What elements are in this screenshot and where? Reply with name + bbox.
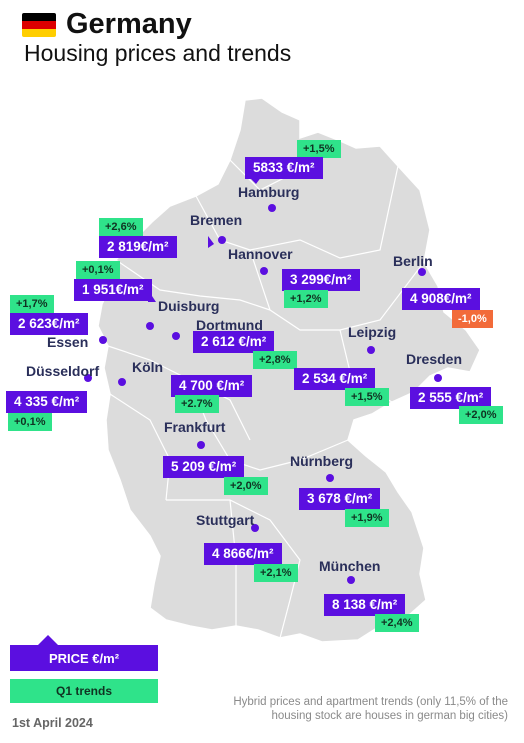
trend-frankfurt: +2,0% (224, 477, 268, 495)
footnote: Hybrid prices and apartment trends (only… (233, 696, 508, 722)
city-label-essen: Essen (47, 334, 89, 350)
date-label: 1st April 2024 (12, 716, 93, 730)
legend-price: PRICE €/m² (10, 635, 158, 671)
price-dusseldorf: 4 335 €/m² (6, 391, 88, 413)
price-dresden: 2 555 €/m² (410, 387, 492, 409)
price-koln: 4 700 €/m² (171, 375, 253, 397)
city-label-dresden: Dresden (406, 351, 463, 367)
trend-hannover: +1,2% (284, 290, 328, 308)
price-berlin: 4 908€/m² (402, 288, 480, 310)
city-dot-munchen (347, 576, 355, 584)
city-label-berlin: Berlin (393, 253, 433, 269)
price-bremen: 2 819€/m² (99, 236, 177, 258)
trend-stuttgart: +2,1% (254, 564, 298, 582)
price-leipzig: 2 534 €/m² (294, 368, 376, 390)
city-label-dortmund: Dortmund (196, 317, 263, 333)
trend-dortmund: +2,8% (253, 351, 297, 369)
trend-berlin: -1,0% (452, 310, 493, 328)
trend-dusseldorf: +0,1% (8, 413, 52, 431)
city-label-stuttgart: Stuttgart (196, 512, 255, 528)
price-frankfurt: 5 209 €/m² (163, 456, 245, 478)
price-nurnberg: 3 678 €/m² (299, 488, 381, 510)
city-dot-stuttgart (251, 524, 259, 532)
germany-flag-icon (22, 12, 56, 37)
trend-leipzig: +1,5% (345, 388, 389, 406)
trend-dresden: +2,0% (459, 406, 503, 424)
legend-trend: Q1 trends (10, 679, 158, 703)
city-dot-koln (118, 378, 126, 386)
city-label-dusseldorf: Düsseldorf (26, 363, 100, 379)
city-label-hamburg: Hamburg (238, 184, 300, 200)
city-label-leipzig: Leipzig (348, 324, 397, 340)
trend-koln: +2.7% (175, 395, 219, 413)
city-dot-hannover (260, 267, 268, 275)
price-dortmund: 2 612 €/m² (193, 331, 275, 353)
trend-nurnberg: +1,9% (345, 509, 389, 527)
title-row: Germany (22, 8, 192, 41)
city-dot-essen (99, 336, 107, 344)
trend-munchen: +2,4% (375, 614, 419, 632)
price-duisburg: 1 951€/m² (74, 279, 152, 301)
city-dot-duisburg (146, 322, 154, 330)
trend-essen: +1,7% (10, 295, 54, 313)
city-dot-leipzig (367, 346, 375, 354)
trend-duisburg: +0,1% (76, 261, 120, 279)
city-label-duisburg: Duisburg (158, 298, 220, 314)
city-dot-dusseldorf (84, 374, 92, 382)
trend-bremen: +2,6% (99, 218, 143, 236)
city-label-munchen: München (319, 558, 381, 574)
price-essen: 2 623€/m² (10, 313, 88, 335)
price-stuttgart: 4 866€/m² (204, 543, 282, 565)
city-label-koln: Köln (132, 359, 164, 375)
city-dot-berlin (418, 268, 426, 276)
city-dot-hamburg (268, 204, 276, 212)
city-label-bremen: Bremen (190, 212, 243, 228)
city-dot-frankfurt (197, 441, 205, 449)
city-label-frankfurt: Frankfurt (164, 419, 226, 435)
city-label-hannover: Hannover (228, 246, 293, 262)
city-dots (84, 204, 442, 584)
page-subtitle: Housing prices and trends (24, 40, 292, 66)
city-label-nurnberg: Nürnberg (290, 453, 353, 469)
city-dot-dresden (434, 374, 442, 382)
city-dot-bremen (218, 236, 226, 244)
price-hannover: 3 299€/m² (282, 269, 360, 291)
page-title: Germany (66, 8, 192, 40)
price-munchen: 8 138 €/m² (324, 594, 406, 616)
legend-trend-label: Q1 trends (55, 684, 112, 698)
legend-price-label: PRICE €/m² (48, 650, 120, 666)
trend-hamburg: +1,5% (297, 140, 341, 158)
city-dot-nurnberg (326, 474, 334, 482)
price-hamburg: 5833 €/m² (245, 157, 323, 179)
city-dot-dortmund (172, 332, 180, 340)
